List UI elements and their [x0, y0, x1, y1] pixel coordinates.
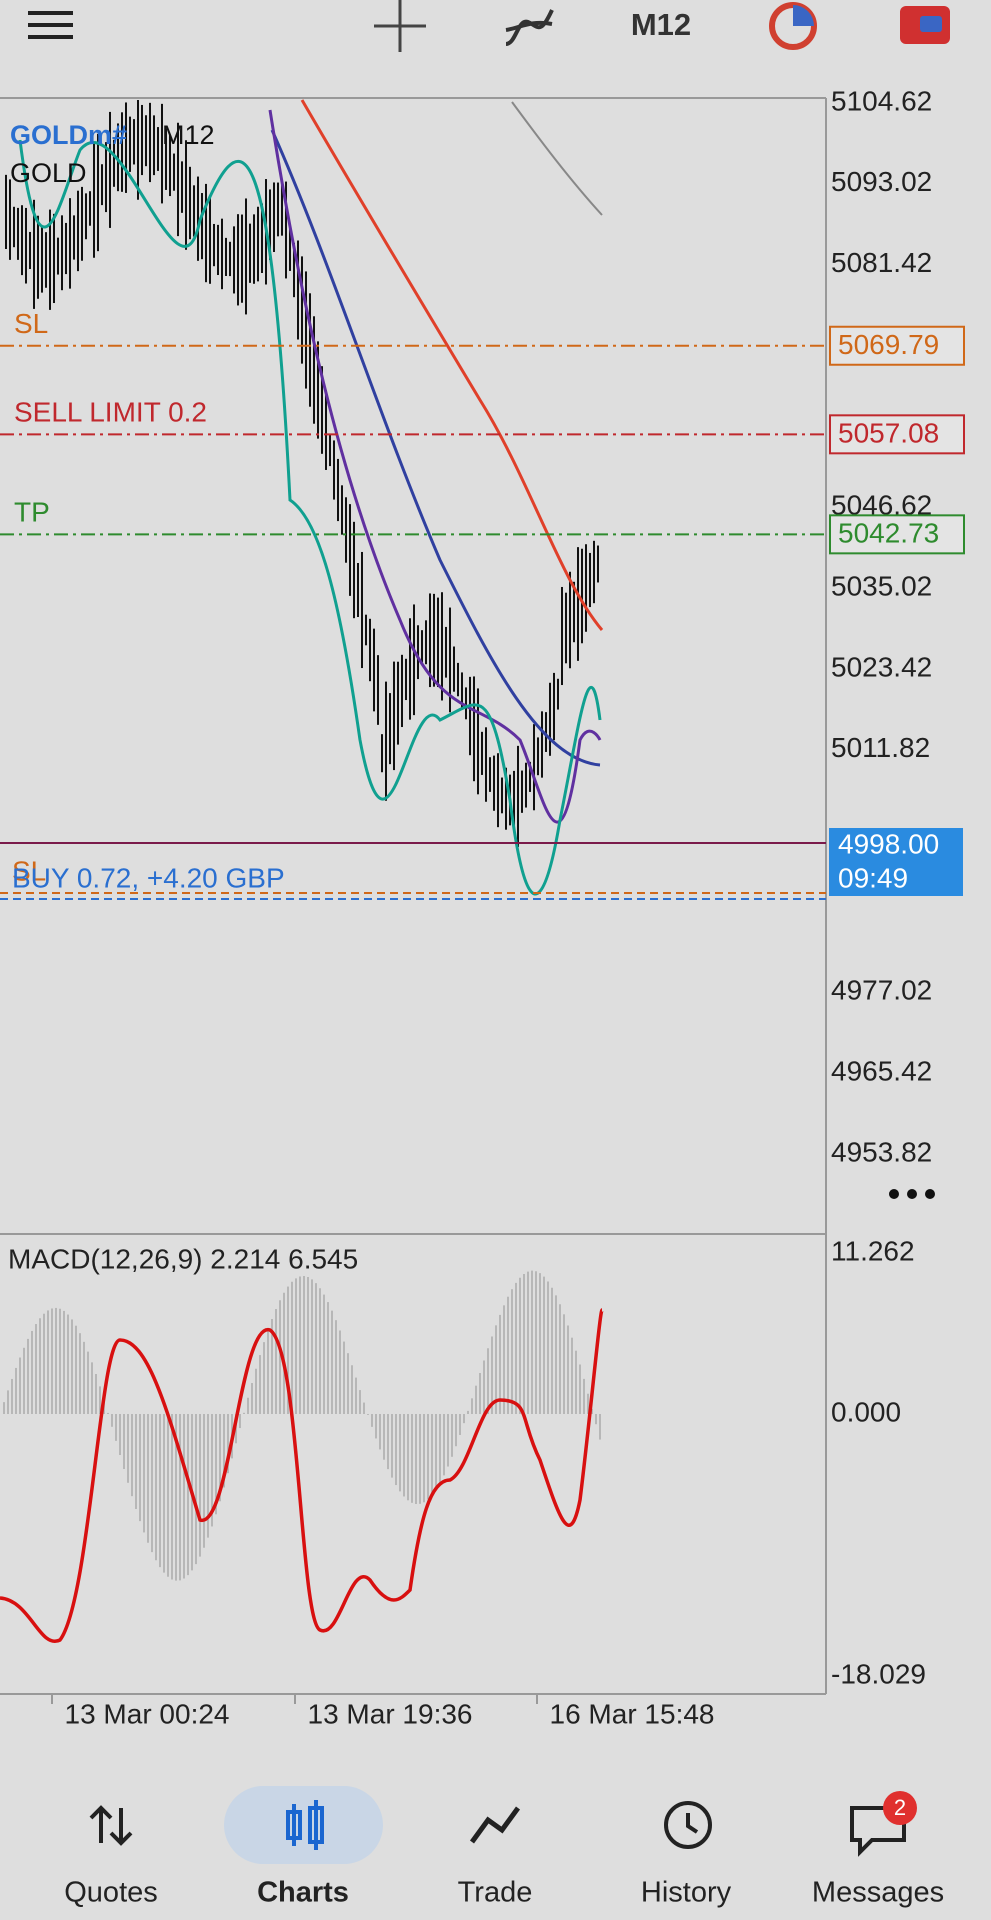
price-tick-label: 4965.42: [831, 1056, 932, 1087]
macd-signal-line: [0, 1308, 604, 1644]
menu-button[interactable]: [28, 11, 73, 39]
time-tick-label: 16 Mar 15:48: [550, 1698, 715, 1729]
toolbar: M12: [28, 0, 950, 52]
current-price: 4998.00: [838, 828, 939, 859]
bar-countdown: 09:49: [838, 862, 908, 893]
nav-tab[interactable]: Trade: [458, 1877, 533, 1909]
trade-button[interactable]: [769, 2, 817, 50]
active-tab-pill: [224, 1786, 383, 1864]
macd-label: MACD(12,26,9) 2.214 6.545: [8, 1243, 358, 1274]
badge-count: 2: [894, 1795, 906, 1820]
order-price: 5069.79: [838, 329, 939, 360]
badge: [883, 1791, 917, 1825]
price-tick-label: 4977.02: [831, 975, 932, 1006]
order-label: SL: [14, 308, 48, 339]
price-candles: [5, 100, 599, 848]
nav-tab[interactable]: Charts: [257, 1877, 349, 1909]
position-stop-label: SL: [12, 855, 46, 886]
crosshair-button[interactable]: [374, 0, 426, 52]
macd-tick-label: -18.029: [831, 1658, 926, 1689]
price-tick-label: 5081.42: [831, 247, 932, 278]
macd-tick-label: 0.000: [831, 1396, 901, 1427]
moving-average: [270, 129, 601, 767]
chart-timeframe: M12: [162, 120, 215, 150]
history-icon: [664, 1801, 712, 1849]
order-label: TP: [14, 497, 50, 528]
price-tick-label: 5023.42: [831, 651, 932, 682]
more-button[interactable]: [889, 1189, 935, 1199]
time-tick-label: 13 Mar 00:24: [65, 1698, 230, 1729]
position-label: BUY 0.72, +4.20 GBP: [12, 862, 285, 893]
trade-icon: [469, 1806, 521, 1844]
price-tick-label: 5035.02: [831, 570, 932, 601]
price-tick-label: 5011.82: [831, 732, 930, 763]
order-price: 5042.73: [838, 518, 939, 549]
timeframe-button[interactable]: M12: [631, 7, 691, 42]
account-button[interactable]: [900, 6, 950, 44]
price-tick-label: 4953.82: [831, 1136, 932, 1167]
price-tick-label: 5104.62: [831, 85, 932, 116]
order-price-box: [829, 325, 965, 366]
nav-tab[interactable]: Quotes: [64, 1877, 158, 1909]
macd-tick-label: 11.262: [831, 1235, 915, 1266]
price-box: [829, 828, 963, 896]
moving-average: [300, 99, 604, 631]
price-tick-label: 5093.02: [831, 166, 932, 197]
charts-icon: [286, 1800, 324, 1850]
indicators-button[interactable]: [505, 9, 554, 46]
moving-average: [18, 139, 602, 896]
order-label: SELL LIMIT 0.2: [14, 397, 207, 428]
nav-tab[interactable]: Messages: [812, 1877, 944, 1909]
order-price-box: [829, 414, 965, 455]
moving-average: [268, 109, 602, 824]
order-price-box: [829, 514, 965, 555]
macd-histogram: [3, 1270, 601, 1581]
order-price: 5057.08: [838, 418, 939, 449]
symbol-description: GOLD: [10, 158, 87, 188]
moving-average: [511, 101, 603, 216]
quotes-icon: [89, 1805, 133, 1846]
symbol[interactable]: GOLDm#: [10, 120, 127, 150]
time-tick-label: 13 Mar 19:36: [308, 1698, 473, 1729]
nav-tab[interactable]: History: [641, 1877, 732, 1909]
